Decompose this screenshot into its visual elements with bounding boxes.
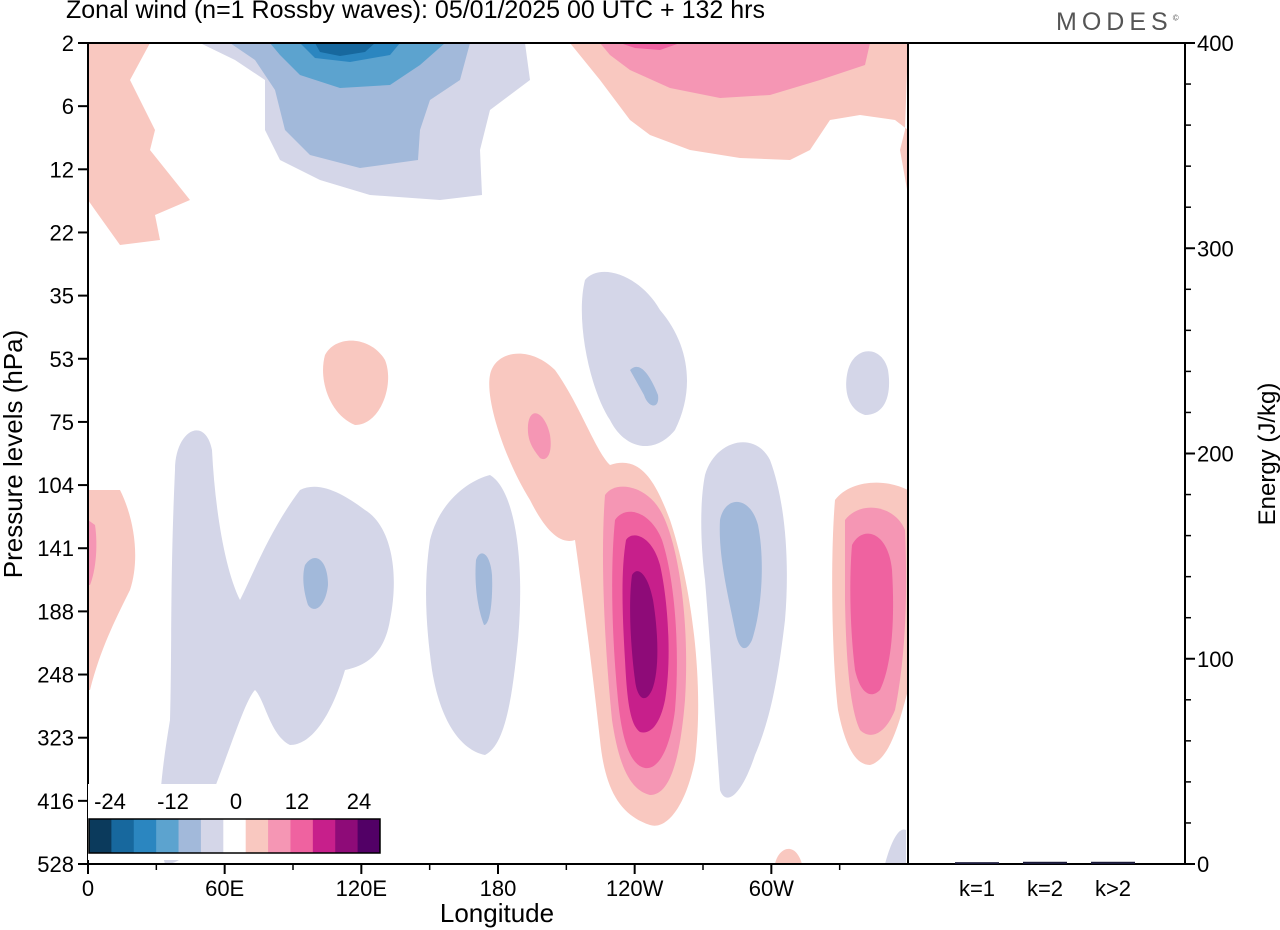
x-axis-label: Longitude [440, 898, 554, 928]
modes-logo: MODES© [1056, 8, 1179, 36]
contour-pos-6 [527, 413, 551, 460]
contour-neg-6 [630, 366, 659, 406]
energy-bars: k=1 k=2 k>2 [955, 861, 1135, 901]
colorbar-swatch [312, 819, 336, 853]
colorbar-swatch [156, 819, 180, 853]
x-tick-label: 120E [336, 876, 387, 901]
contour-neg-6 [230, 43, 470, 168]
contour-pos-3 [88, 43, 190, 245]
colorbar-frame [88, 818, 381, 854]
colorbar-label: -24 [94, 789, 126, 814]
contour-pos-12 [620, 43, 680, 50]
x-tick-label: 0 [82, 876, 94, 901]
energy-bar [1023, 861, 1067, 864]
y-tick-label: 6 [62, 94, 74, 119]
energy-category-label: k=1 [959, 876, 995, 901]
brand-text: MODES [1056, 8, 1173, 36]
y-tick-label: 416 [37, 789, 74, 814]
energy-axis: 0 100 200 300 400 [1185, 31, 1234, 877]
energy-tick-label: 0 [1197, 852, 1209, 877]
energy-bar [1091, 861, 1135, 864]
y-tick-label: 22 [50, 220, 74, 245]
y-tick-label: 12 [50, 157, 74, 182]
contour-pos-24 [630, 571, 658, 699]
colorbar-label: -12 [157, 789, 189, 814]
colorbar-swatch [290, 819, 314, 853]
colorbar-swatch [133, 819, 157, 853]
y-tick-label: 35 [50, 284, 74, 309]
contour-neg-6 [303, 557, 328, 609]
y-tick-label: 248 [37, 663, 74, 688]
energy-tick-label: 400 [1197, 31, 1234, 56]
y-tick-label: 323 [37, 726, 74, 751]
contour-neg-3 [581, 271, 687, 447]
energy-tick-label: 200 [1197, 442, 1234, 467]
energy-category-label: k=2 [1027, 876, 1063, 901]
contour-pos-6 [88, 520, 97, 585]
colorbar-swatch [178, 819, 202, 853]
energy-tick-label: 300 [1197, 236, 1234, 261]
y-tick-label: 53 [50, 347, 74, 372]
x-tick-label: 60E [205, 876, 244, 901]
y-tick-label: 141 [37, 536, 74, 561]
colorbar-swatch [357, 819, 381, 853]
colorbar-label: 0 [230, 789, 242, 814]
contour-neg-3 [846, 351, 890, 415]
colorbar-swatch [89, 819, 112, 853]
colorbar-label: 24 [347, 789, 371, 814]
colorbar-swatch [223, 819, 247, 853]
energy-category-label: k>2 [1095, 876, 1131, 901]
contour-neg-24 [315, 43, 375, 56]
colorbar-swatch [200, 819, 224, 853]
colorbar-swatch [245, 819, 269, 853]
contour-pos-3 [88, 490, 136, 690]
y-tick-label: 528 [37, 852, 74, 877]
colorbar: -24 -12 0 12 24 [88, 784, 382, 860]
y-axis-label: Pressure levels (hPa) [0, 330, 28, 579]
longitude-axis: 0 60E 120E 180 120W 60W [82, 864, 841, 901]
contour-pos-3 [323, 340, 389, 425]
y-tick-label: 104 [37, 473, 74, 498]
contour-pos-6 [600, 43, 870, 98]
chart-title: Zonal wind (n=1 Rossby waves): 05/01/202… [66, 0, 765, 24]
energy-axis-label: Energy (J/kg) [1254, 383, 1280, 526]
y-tick-label: 188 [37, 599, 74, 624]
x-tick-label: 180 [480, 876, 517, 901]
contour-neg-6 [475, 553, 493, 625]
y-tick-label: 75 [50, 410, 74, 435]
contour-pos-12 [850, 533, 894, 695]
y-tick-label: 2 [62, 31, 74, 56]
contour-neg-3 [885, 829, 906, 864]
contour-neg-3 [159, 430, 394, 864]
x-tick-label: 120W [606, 876, 664, 901]
contour-neg-6 [719, 501, 762, 649]
colorbar-swatch [268, 819, 291, 853]
colorbar-swatch [111, 819, 135, 853]
energy-bar [955, 862, 999, 864]
contour-neg-3 [426, 475, 521, 755]
x-tick-label: 60W [749, 876, 794, 901]
contour-field [88, 43, 908, 864]
contour-pos-3 [775, 848, 802, 864]
energy-tick-label: 100 [1197, 647, 1234, 672]
colorbar-swatch [335, 819, 359, 853]
colorbar-label: 12 [285, 789, 309, 814]
energy-plot-frame [907, 42, 1186, 865]
pressure-axis: 2 6 12 22 35 53 75 104 141 188 248 323 416 528 [37, 31, 88, 877]
